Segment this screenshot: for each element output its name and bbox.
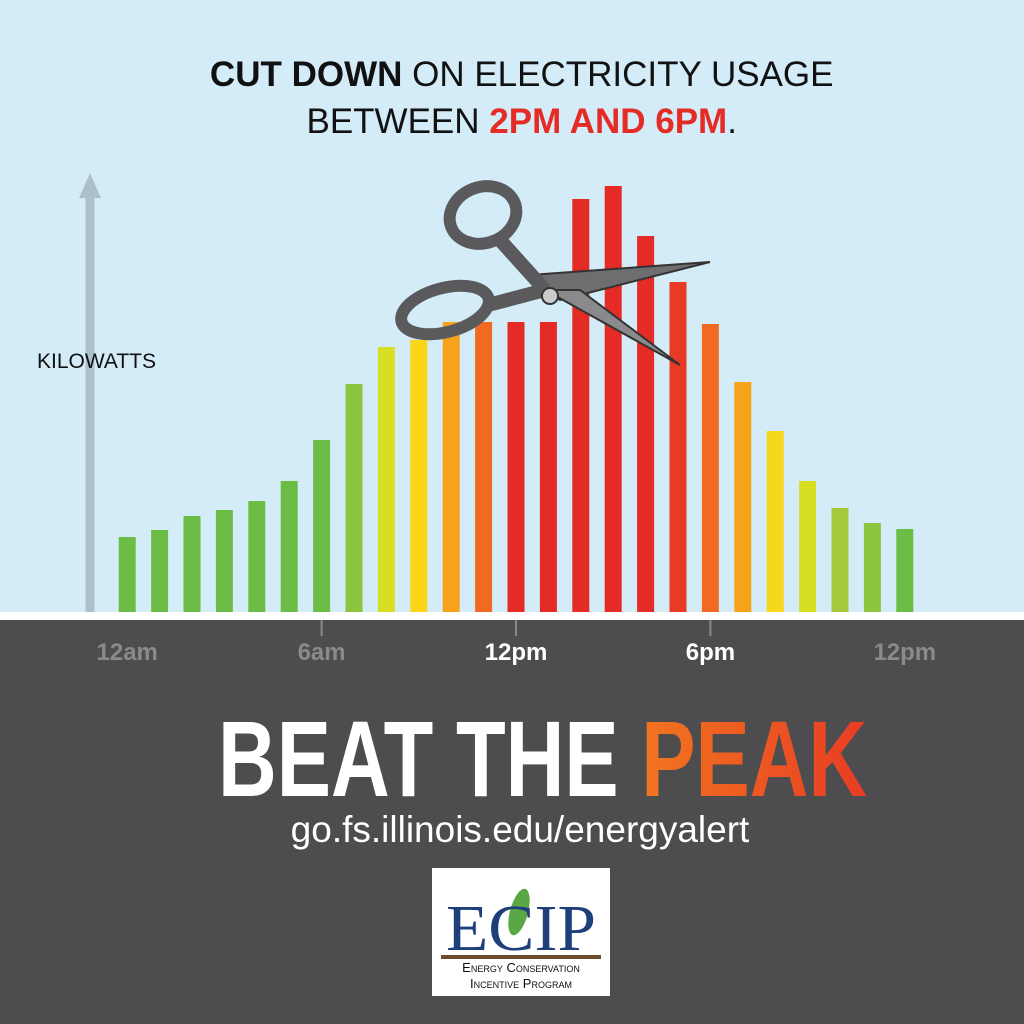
bar: [896, 529, 914, 612]
bar: [313, 440, 331, 612]
bar: [863, 523, 881, 612]
bar: [442, 322, 460, 612]
headline-line1: CUT DOWN ON ELECTRICITY USAGE: [161, 55, 862, 94]
logo: ECIP Energy Conservation Incentive Progr…: [432, 868, 610, 996]
logo-rule: [441, 955, 601, 959]
bar: [701, 324, 719, 612]
scissor-shank: [494, 235, 551, 295]
bar: [669, 282, 687, 612]
bar: [475, 322, 493, 612]
logo-line1: Energy Conservation: [462, 960, 580, 975]
bar: [410, 340, 428, 612]
logo-acronym: ECIP: [446, 892, 596, 965]
logo-background: [432, 868, 610, 996]
bar: [118, 537, 136, 612]
x-tick-label: 6pm: [686, 639, 735, 666]
scissor-shank: [486, 283, 547, 312]
bar: [799, 481, 817, 612]
headline-text: .: [727, 102, 737, 141]
bar: [637, 236, 655, 612]
bar: [248, 501, 266, 612]
bar: [734, 382, 752, 612]
y-axis-arrowhead: [79, 173, 101, 198]
scissor-pivot: [541, 287, 559, 305]
x-tick-label: 6am: [298, 639, 346, 666]
bar: [183, 516, 201, 612]
banner-title-text: BEAT THE: [218, 698, 641, 819]
bar: [377, 347, 395, 612]
bar: [604, 186, 622, 612]
scissors: [395, 180, 711, 366]
bar: [539, 322, 557, 612]
bar: [345, 384, 363, 612]
x-tick-label: 12pm: [485, 639, 548, 666]
scissor-blade: [541, 289, 681, 366]
bar: [507, 322, 525, 612]
headline-highlight: 2PM AND 6PM: [489, 102, 727, 141]
x-tick-label: 12am: [97, 639, 158, 666]
divider: [0, 612, 1024, 620]
headline-text: ON ELECTRICITY USAGE: [402, 55, 833, 94]
bar: [831, 508, 849, 612]
logo-line2: Incentive Program: [470, 976, 572, 991]
bar: [572, 199, 590, 612]
bar: [151, 530, 169, 612]
headline-emphasis: CUT DOWN: [210, 55, 402, 94]
x-tick-label: 12pm: [873, 639, 936, 666]
logo-leaf: [508, 888, 530, 936]
bar: [766, 431, 784, 612]
bar-chart: 12am 6am 12pm 6pm 12pm: [97, 186, 936, 666]
banner-title: BEAT THE PEAK: [105, 698, 935, 819]
headline-text: BETWEEN: [306, 102, 489, 141]
bar: [280, 481, 298, 612]
scissor-handle: [443, 180, 523, 250]
banner-title-highlight: PEAK: [641, 698, 867, 819]
bar: [215, 510, 233, 612]
headline-line2: BETWEEN 2PM AND 6PM.: [258, 102, 766, 141]
y-axis-label: KILOWATTS: [37, 350, 156, 373]
url: go.fs.illinois.edu/energyalert: [291, 809, 750, 850]
